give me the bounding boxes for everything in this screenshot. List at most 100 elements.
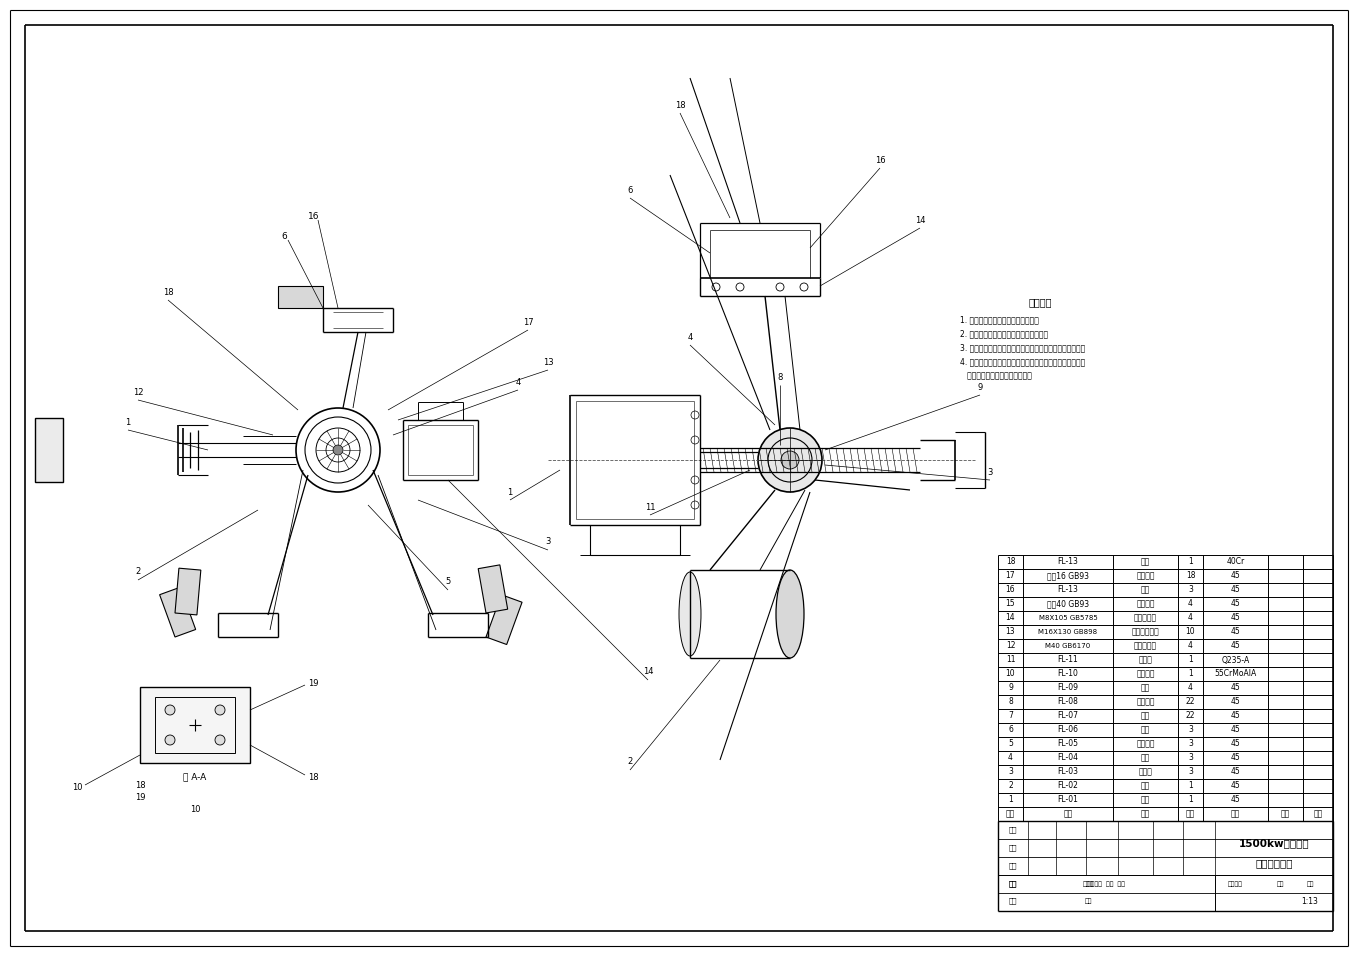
Text: 5: 5 [445, 577, 451, 586]
Text: 45: 45 [1230, 627, 1240, 637]
Text: 名称: 名称 [1141, 810, 1150, 818]
Text: 飞球: 飞球 [1141, 726, 1150, 734]
Text: FL-03: FL-03 [1058, 768, 1078, 776]
Text: 45: 45 [1230, 711, 1240, 721]
Text: 6: 6 [627, 185, 633, 194]
Text: 叶片辐由: 叶片辐由 [1137, 740, 1154, 749]
Text: FL-01: FL-01 [1058, 795, 1078, 805]
Text: 等长双头螺柱: 等长双头螺柱 [1131, 627, 1160, 637]
Text: 3: 3 [1188, 753, 1192, 763]
Text: 16: 16 [875, 156, 885, 164]
Text: 45: 45 [1230, 795, 1240, 805]
Text: FL-07: FL-07 [1058, 711, 1078, 721]
Text: FL-08: FL-08 [1058, 698, 1078, 706]
Text: 1: 1 [1188, 781, 1192, 791]
Text: 45: 45 [1230, 781, 1240, 791]
Text: 14: 14 [642, 667, 653, 677]
Text: 45: 45 [1230, 768, 1240, 776]
Text: FL-11: FL-11 [1058, 656, 1078, 664]
Text: 材料: 材料 [1230, 810, 1240, 818]
Text: 摆转盘: 摆转盘 [1138, 656, 1153, 664]
Text: 4: 4 [1188, 599, 1192, 609]
Text: 参考资料  签名  日期: 参考资料 签名 日期 [1086, 881, 1124, 887]
Text: 2: 2 [627, 757, 633, 767]
Text: 11: 11 [645, 503, 656, 511]
Text: 4. 叶轮装配完毕后对整体，检查所有连接处的密封状况，确: 4. 叶轮装配完毕后对整体，检查所有连接处的密封状况，确 [960, 358, 1085, 366]
Circle shape [166, 705, 175, 715]
Text: 1: 1 [508, 488, 512, 496]
Text: M40 GB6170: M40 GB6170 [1046, 643, 1090, 649]
Text: 图 A-A: 图 A-A [183, 772, 206, 781]
Text: 1: 1 [1008, 795, 1013, 805]
Polygon shape [478, 565, 508, 613]
Text: 叶片轴: 叶片轴 [1138, 768, 1153, 776]
Text: 重量: 重量 [1277, 881, 1283, 887]
Text: 备注: 备注 [1313, 810, 1323, 818]
Text: 4: 4 [1008, 753, 1013, 763]
Text: 1: 1 [1188, 557, 1192, 567]
Text: 40Cr: 40Cr [1226, 557, 1245, 567]
Text: 1: 1 [1188, 795, 1192, 805]
Text: 18: 18 [1006, 557, 1016, 567]
Text: 1: 1 [125, 418, 130, 426]
Text: FL-06: FL-06 [1058, 726, 1078, 734]
Text: 10: 10 [190, 806, 200, 815]
Text: 22: 22 [1186, 711, 1195, 721]
Text: 制图: 制图 [1009, 845, 1017, 851]
Text: 审查审记: 审查审记 [1228, 881, 1243, 887]
Text: 4: 4 [1188, 641, 1192, 650]
Text: FL-13: FL-13 [1058, 557, 1078, 567]
Text: 1. 组装前各零件均应清洗清洁处理。: 1. 组装前各零件均应清洗清洁处理。 [960, 315, 1039, 324]
Text: 22: 22 [1186, 698, 1195, 706]
Text: FL-10: FL-10 [1058, 669, 1078, 679]
Circle shape [215, 705, 225, 715]
Text: 设计: 设计 [1009, 827, 1017, 834]
Text: 3: 3 [987, 467, 993, 476]
Text: 4: 4 [516, 378, 520, 386]
Text: 8: 8 [1008, 698, 1013, 706]
Text: 12: 12 [133, 387, 143, 397]
Text: FL-02: FL-02 [1058, 781, 1078, 791]
Text: 55CrMoAlA: 55CrMoAlA [1214, 669, 1256, 679]
Text: 1500kw风力发电: 1500kw风力发电 [1238, 838, 1309, 848]
Bar [140, 687, 250, 763]
Text: 标准化: 标准化 [1082, 881, 1093, 887]
Text: 45: 45 [1230, 698, 1240, 706]
Polygon shape [486, 595, 521, 644]
Text: 17: 17 [1006, 572, 1016, 580]
Polygon shape [278, 286, 323, 308]
Text: 19: 19 [134, 793, 145, 802]
Circle shape [758, 428, 822, 492]
Text: 3: 3 [1188, 726, 1192, 734]
Circle shape [781, 451, 799, 469]
Bar [155, 697, 235, 753]
Text: 9: 9 [978, 382, 983, 392]
Text: FL-05: FL-05 [1058, 740, 1078, 749]
Text: Q235-A: Q235-A [1221, 656, 1249, 664]
Text: 13: 13 [1006, 627, 1016, 637]
Text: 1: 1 [1188, 669, 1192, 679]
Circle shape [166, 735, 175, 745]
Ellipse shape [775, 570, 804, 658]
Polygon shape [175, 568, 201, 615]
Text: FL-04: FL-04 [1058, 753, 1078, 763]
Text: 辐杆: 辐杆 [1141, 711, 1150, 721]
Text: 比例: 比例 [1306, 881, 1313, 887]
Text: 机风轮装配图: 机风轮装配图 [1255, 858, 1293, 868]
Text: 4: 4 [687, 333, 693, 341]
Text: 4: 4 [1188, 614, 1192, 622]
Text: 13: 13 [543, 358, 553, 366]
Circle shape [215, 735, 225, 745]
Text: 45: 45 [1230, 740, 1240, 749]
Text: 滚子轴承: 滚子轴承 [1137, 669, 1154, 679]
Text: 15: 15 [1006, 599, 1016, 609]
Text: 16: 16 [308, 211, 319, 221]
Text: 3: 3 [1188, 585, 1192, 595]
Text: 45: 45 [1230, 614, 1240, 622]
Ellipse shape [679, 572, 701, 656]
Text: 45: 45 [1230, 726, 1240, 734]
Text: 弹簧垫片: 弹簧垫片 [1137, 572, 1154, 580]
Text: 9: 9 [1008, 684, 1013, 692]
Text: 3. 叶片安装完毕后，叶片整体的动静平衡应达到计划范围。: 3. 叶片安装完毕后，叶片整体的动静平衡应达到计划范围。 [960, 343, 1085, 353]
Text: 3: 3 [546, 537, 551, 547]
